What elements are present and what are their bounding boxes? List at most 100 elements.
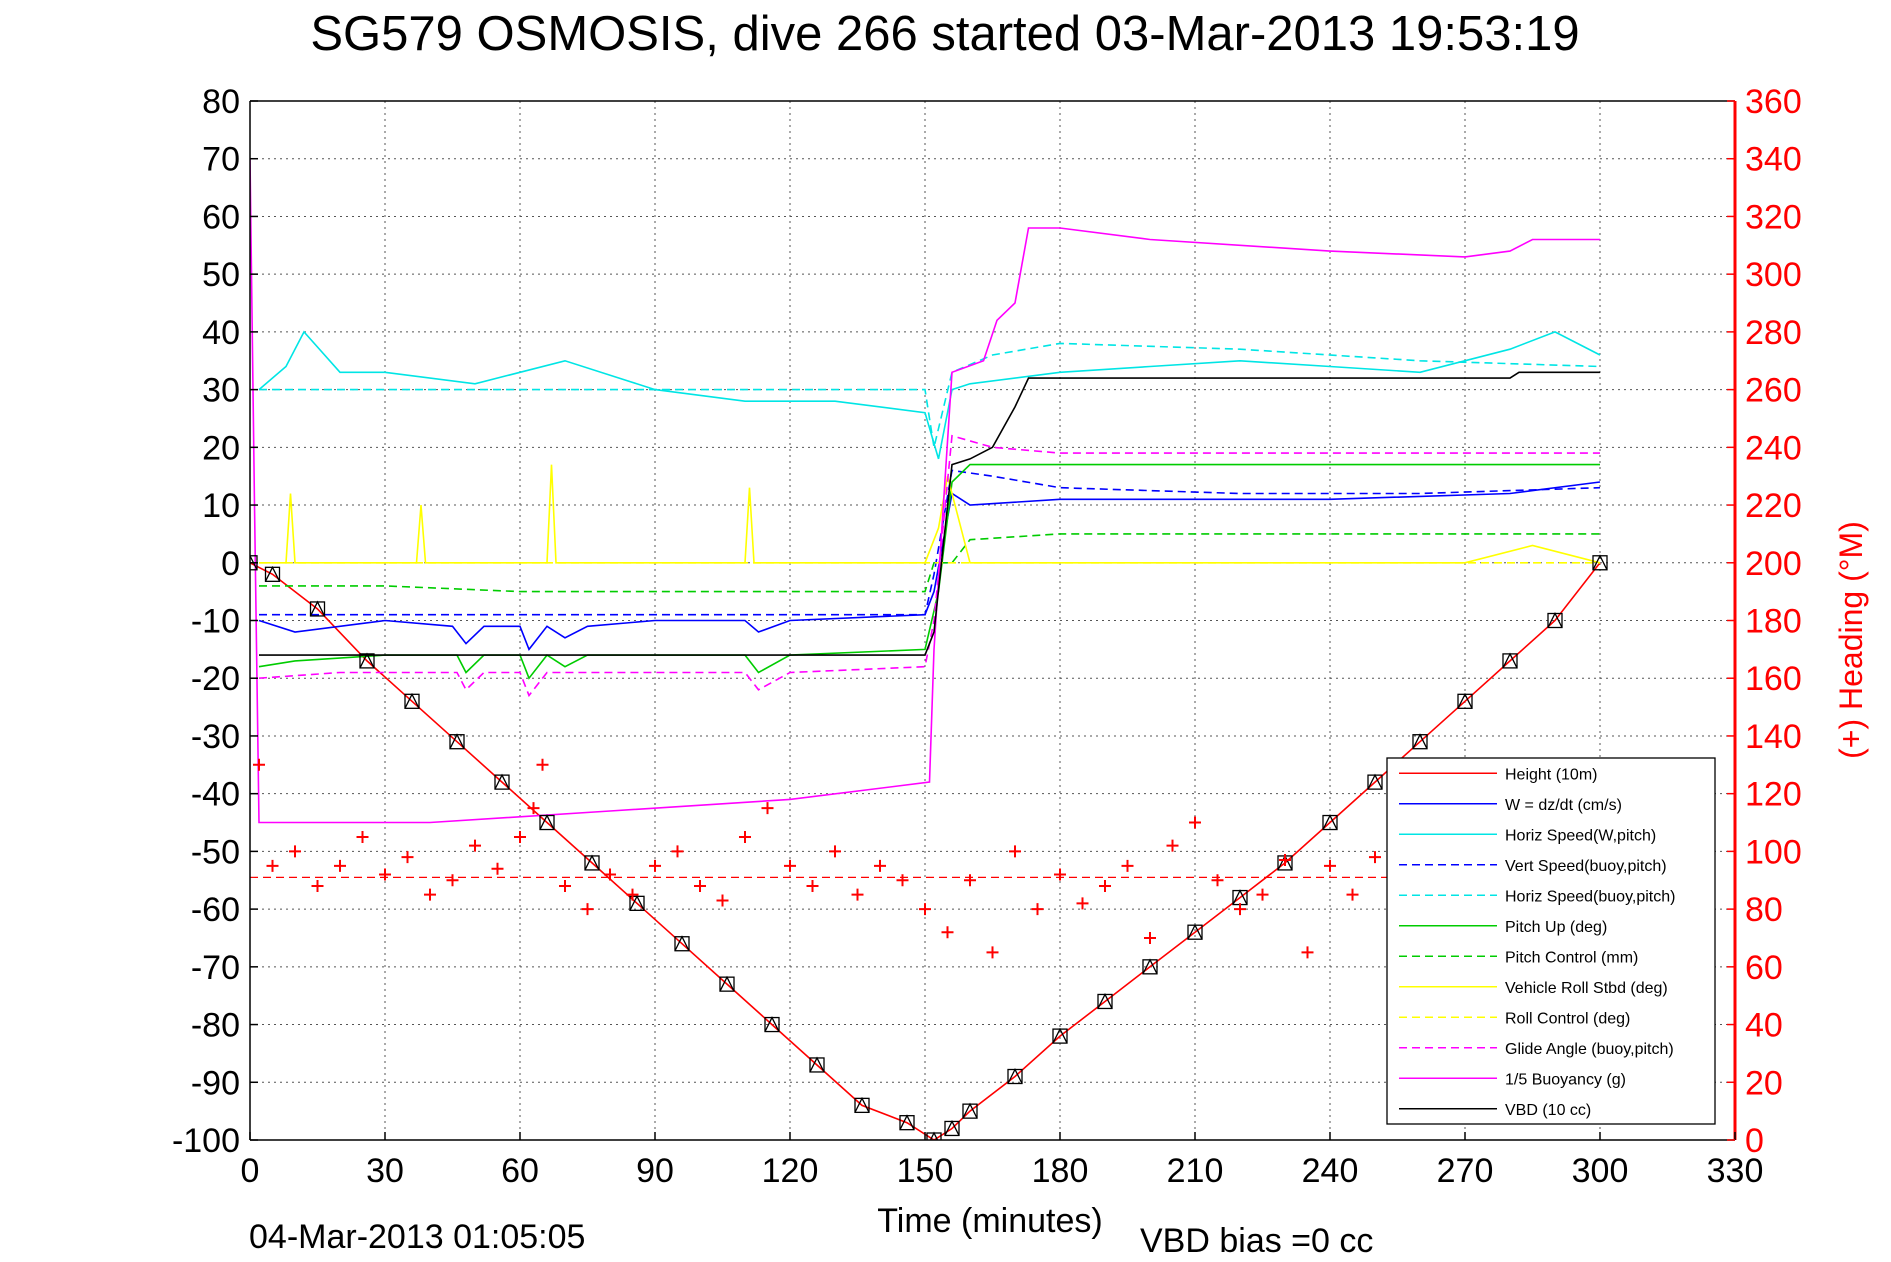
- y-tick-label: 20: [202, 429, 240, 467]
- height-marker-tri: [264, 565, 281, 582]
- right-tick-label: 100: [1745, 833, 1802, 871]
- right-tick-label: 320: [1745, 198, 1802, 236]
- heading-point: [266, 859, 279, 872]
- height-marker-tri: [674, 935, 690, 952]
- legend-label: Vert Speed(buoy,pitch): [1505, 858, 1667, 875]
- legend-label: Pitch Up (deg): [1505, 919, 1607, 936]
- height-marker-tri: [1412, 733, 1428, 750]
- right-tick-label: 240: [1745, 429, 1802, 467]
- x-tick-label: 300: [1572, 1152, 1629, 1190]
- x-tick-label: 330: [1707, 1152, 1764, 1190]
- x-tick-label: 210: [1167, 1152, 1224, 1190]
- plot-area: 0 30 60 90 120 150 180 210 240 270 300 330807060504…: [172, 83, 1802, 1190]
- height-marker-tri: [1097, 993, 1113, 1009]
- chart-title: SG579 OSMOSIS, dive 266 started 03-Mar-2…: [310, 7, 1579, 61]
- height-marker-tri: [929, 1131, 939, 1140]
- height-marker-tri: [809, 1056, 825, 1073]
- heading-point: [559, 880, 571, 893]
- right-tick-label: 200: [1745, 545, 1802, 583]
- height-marker-tri: [854, 1096, 870, 1113]
- heading-point: [1054, 868, 1066, 881]
- height-marker-tri: [629, 894, 645, 911]
- height-marker-tri: [250, 554, 258, 571]
- y-tick-label: -80: [191, 1007, 240, 1045]
- height-marker-tri: [719, 975, 735, 992]
- legend-label: Roll Control (deg): [1505, 1010, 1630, 1027]
- legend-label: Pitch Control (mm): [1505, 949, 1638, 966]
- heading-point: [986, 946, 999, 959]
- y-tick-label: -60: [191, 891, 240, 929]
- height-marker-tri: [1142, 958, 1158, 975]
- y-tick-label: -20: [191, 660, 240, 698]
- height-marker-tri: [1007, 1068, 1023, 1084]
- height-marker-tri: [449, 733, 465, 750]
- y-tick-label: 50: [202, 256, 240, 294]
- y-tick-label: -40: [191, 776, 240, 814]
- y-tick-label: 40: [202, 314, 240, 352]
- heading-point: [829, 845, 841, 858]
- heading-point: [896, 874, 909, 887]
- right-tick-label: 140: [1745, 718, 1802, 756]
- heading-point: [401, 851, 414, 864]
- height-marker-tri: [309, 600, 326, 617]
- end-time-label: 04-Mar-2013 01:05:05: [249, 1218, 585, 1256]
- height-marker-tri: [404, 692, 420, 709]
- height-marker-tri: [1232, 889, 1248, 905]
- height-marker-tri: [1187, 923, 1203, 940]
- right-tick-label: 260: [1745, 372, 1802, 410]
- height-marker-tri: [1367, 773, 1383, 790]
- legend-label: W = dz/dt (cm/s): [1505, 797, 1622, 814]
- series-line-2: [258, 330, 1601, 460]
- heading-point: [626, 888, 639, 901]
- heading-point: [1099, 880, 1111, 893]
- heading-point: [1076, 897, 1089, 910]
- y-tick-label: 70: [202, 141, 240, 179]
- height-marker-tri: [764, 1016, 780, 1032]
- height-marker-tri: [539, 814, 555, 830]
- y-tick-label: -50: [191, 833, 240, 871]
- x-tick-label: 0: [241, 1152, 260, 1190]
- height-marker-tri: [1322, 814, 1338, 830]
- y-tick-label: -70: [191, 949, 240, 987]
- series-line-9: [258, 434, 1600, 698]
- x-axis-label: Time (minutes): [877, 1202, 1102, 1240]
- heading-point: [649, 859, 661, 872]
- heading-point: [761, 802, 774, 815]
- x-tick-label: 30: [366, 1152, 404, 1190]
- heading-point: [581, 903, 594, 916]
- right-tick-label: 180: [1745, 603, 1802, 641]
- heading-point: [851, 888, 864, 901]
- height-marker-tri: [1547, 612, 1563, 628]
- right-tick-label: 340: [1745, 141, 1802, 179]
- y-tick-label: -10: [191, 603, 240, 641]
- x-tick-label: 90: [636, 1152, 674, 1190]
- series-line-4: [259, 342, 1601, 448]
- right-tick-label: 40: [1745, 1007, 1783, 1045]
- series-group: [250, 158, 1608, 1140]
- height-marker-tri: [944, 1120, 960, 1136]
- right-tick-label: 60: [1745, 949, 1783, 987]
- heading-point: [1301, 946, 1314, 959]
- legend-label: Height (10m): [1505, 766, 1597, 783]
- series-line-6: [259, 533, 1600, 593]
- y-tick-label: -30: [191, 718, 240, 756]
- x-tick-label: 240: [1302, 1152, 1359, 1190]
- heading-point: [424, 888, 436, 901]
- heading-point: [527, 802, 540, 815]
- heading-point: [694, 880, 706, 893]
- right-tick-label: 220: [1745, 487, 1802, 525]
- heading-point: [1279, 854, 1291, 867]
- vbd-bias-label: VBD bias =0 cc: [1140, 1222, 1373, 1260]
- heading-point: [716, 894, 729, 907]
- x-tick-label: 270: [1437, 1152, 1494, 1190]
- heading-point: [739, 830, 751, 843]
- heading-point: [1009, 845, 1021, 858]
- height-marker-tri: [359, 652, 375, 669]
- heading-point: [1031, 903, 1044, 916]
- height-marker-tri: [1457, 692, 1473, 709]
- heading-point: [491, 862, 504, 875]
- legend-label: Horiz Speed(W,pitch): [1505, 827, 1656, 844]
- heading-point: [1256, 888, 1269, 901]
- y-tick-label: 80: [202, 83, 240, 121]
